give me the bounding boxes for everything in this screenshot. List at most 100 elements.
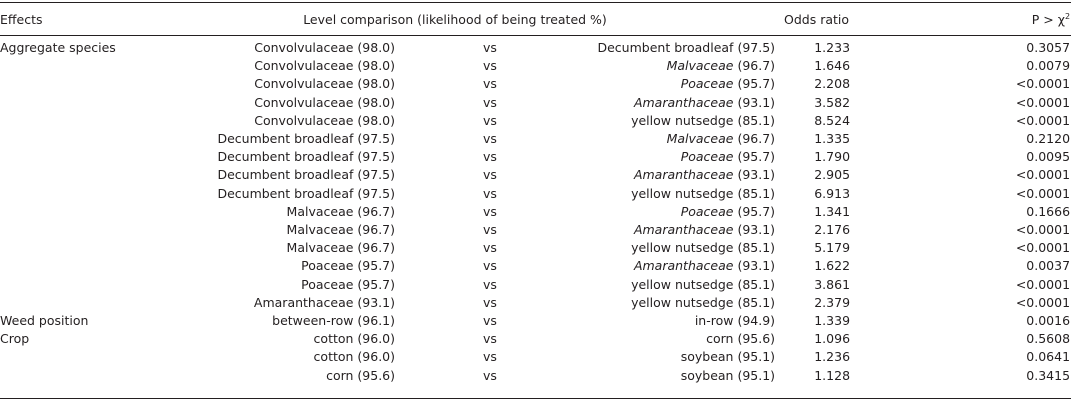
p-value-cell: <0.0001 <box>1015 222 1071 238</box>
level2-percent: (95.1) <box>733 367 776 383</box>
level2-cell: Amaranthaceae (93.1) <box>585 221 775 239</box>
level2-percent: (93.1) <box>733 167 776 183</box>
header-p-value: P > χ2 <box>875 0 1071 36</box>
level1-cell: Convolvulaceae (98.0) <box>254 76 395 92</box>
header-p-value-text: P > χ <box>1031 12 1065 27</box>
effect-cell <box>0 348 135 366</box>
header-odds-ratio: Odds ratio <box>784 12 850 27</box>
vs-cell: vs <box>483 294 497 310</box>
effect-cell <box>0 203 135 221</box>
table-row: Amaranthaceae (93.1) vs yellow nutsedge (8… <box>0 294 1071 312</box>
effect-cell: Aggregate species <box>0 40 116 55</box>
level2-percent: (85.1) <box>733 112 776 128</box>
vs-cell: vs <box>483 367 497 383</box>
vs-cell: vs <box>483 203 497 219</box>
vs-cell: vs <box>483 349 497 365</box>
header-level-comparison: Level comparison (likelihood of being tr… <box>303 12 607 27</box>
p-value-cell: <0.0001 <box>1015 94 1071 110</box>
level2-percent: (96.7) <box>733 58 776 74</box>
level2-name: corn <box>706 331 734 347</box>
p-value-cell: 0.1666 <box>1026 203 1071 219</box>
level2-percent: (95.1) <box>733 349 776 365</box>
vs-cell: vs <box>483 131 497 147</box>
level1-cell: Convolvulaceae (98.0) <box>254 40 395 55</box>
table-row: Poaceae (95.7) vs yellow nutsedge (85.1) 3.… <box>0 276 1071 294</box>
level2-cell: Decumbent broadleaf (97.5) <box>585 36 775 57</box>
effect-cell <box>0 112 135 130</box>
vs-cell: vs <box>483 222 497 238</box>
odds-ratio-cell: 3.582 <box>814 94 851 110</box>
odds-ratio-cell: 1.096 <box>814 331 851 347</box>
table-row: Decumbent broadleaf (97.5) vs Malvaceae (9… <box>0 130 1071 148</box>
level2-name: yellow nutsedge <box>631 112 734 128</box>
vs-cell: vs <box>483 94 497 110</box>
level2-name: Poaceae <box>680 76 734 92</box>
level2-cell: Amaranthaceae (93.1) <box>585 166 775 184</box>
level2-name: soybean <box>680 367 734 383</box>
level2-percent: (95.6) <box>733 331 776 347</box>
level2-cell: Poaceae (95.7) <box>585 203 775 221</box>
table-row: Decumbent broadleaf (97.5) vs Poaceae (95.… <box>0 148 1071 166</box>
level1-cell: Convolvulaceae (98.0) <box>254 58 395 74</box>
vs-cell: vs <box>483 76 497 92</box>
level2-percent: (94.9) <box>733 313 776 329</box>
level1-cell: Malvaceae (96.7) <box>286 240 395 256</box>
p-value-cell: 0.2120 <box>1026 131 1071 147</box>
header-effects: Effects <box>0 12 43 27</box>
odds-ratio-cell: 1.790 <box>814 149 851 165</box>
p-value-cell: 0.0079 <box>1026 58 1071 74</box>
level2-name: Malvaceae <box>666 131 734 147</box>
table-row: Poaceae (95.7) vs Amaranthaceae (93.1) 1.62… <box>0 257 1071 275</box>
table-header: Effects Level comparison (likelihood of … <box>0 0 1071 36</box>
vs-cell: vs <box>483 276 497 292</box>
level2-name: Amaranthaceae <box>633 167 734 183</box>
p-value-cell: 0.0037 <box>1026 258 1071 274</box>
level2-percent: (85.1) <box>733 294 776 310</box>
vs-cell: vs <box>483 58 497 74</box>
level1-cell: corn (95.6) <box>326 367 395 383</box>
vs-cell: vs <box>483 40 497 55</box>
level2-cell: Poaceae (95.7) <box>585 148 775 166</box>
vs-cell: vs <box>483 185 497 201</box>
odds-ratio-cell: 2.905 <box>814 167 851 183</box>
level2-name: soybean <box>680 349 734 365</box>
table-top-rule <box>0 2 1071 3</box>
level2-percent: (96.7) <box>733 131 776 147</box>
vs-cell: vs <box>483 112 497 128</box>
level2-percent: (85.1) <box>733 240 776 256</box>
table-bottom-rule <box>0 398 1071 399</box>
effect-cell <box>0 130 135 148</box>
table-row: Convolvulaceae (98.0) vs Malvaceae (96.7) 1… <box>0 57 1071 75</box>
table-row: corn (95.6) vs soybean (95.1) 1.128 0.3415 <box>0 367 1071 385</box>
table-row: Decumbent broadleaf (97.5) vs yellow nutse… <box>0 185 1071 203</box>
p-value-cell: <0.0001 <box>1015 240 1071 256</box>
level1-cell: between-row (96.1) <box>272 313 395 329</box>
table-body: Aggregate species Convolvulaceae (98.0) vs… <box>0 36 1071 385</box>
effect-cell: Weed position <box>0 313 89 329</box>
level2-name: yellow nutsedge <box>631 276 734 292</box>
effect-cell <box>0 185 135 203</box>
odds-ratio-cell: 1.128 <box>814 367 851 383</box>
level2-cell: yellow nutsedge (85.1) <box>585 239 775 257</box>
vs-cell: vs <box>483 313 497 329</box>
table-row: Malvaceae (96.7) vs yellow nutsedge (85.1)… <box>0 239 1071 257</box>
level1-cell: Decumbent broadleaf (97.5) <box>217 185 395 201</box>
p-value-cell: <0.0001 <box>1015 167 1071 183</box>
effect-cell <box>0 257 135 275</box>
odds-ratio-cell: 1.236 <box>814 349 851 365</box>
p-value-cell: <0.0001 <box>1015 112 1071 128</box>
level2-name: Decumbent broadleaf <box>597 40 734 55</box>
odds-ratio-cell: 1.233 <box>814 40 851 55</box>
level1-cell: Amaranthaceae (93.1) <box>253 294 395 310</box>
table-row: cotton (96.0) vs soybean (95.1) 1.236 0.0641 <box>0 348 1071 366</box>
level1-cell: Convolvulaceae (98.0) <box>254 112 395 128</box>
level2-cell: corn (95.6) <box>585 330 775 348</box>
level2-percent: (95.7) <box>733 149 776 165</box>
level2-percent: (85.1) <box>733 185 776 201</box>
p-value-cell: 0.0016 <box>1026 313 1071 329</box>
level2-name: Poaceae <box>680 203 734 219</box>
level1-cell: Poaceae (95.7) <box>301 258 395 274</box>
odds-ratio-cell: 1.339 <box>814 313 851 329</box>
vs-cell: vs <box>483 258 497 274</box>
table-row: Weed position between-row (96.1) vs in-row … <box>0 312 1071 330</box>
